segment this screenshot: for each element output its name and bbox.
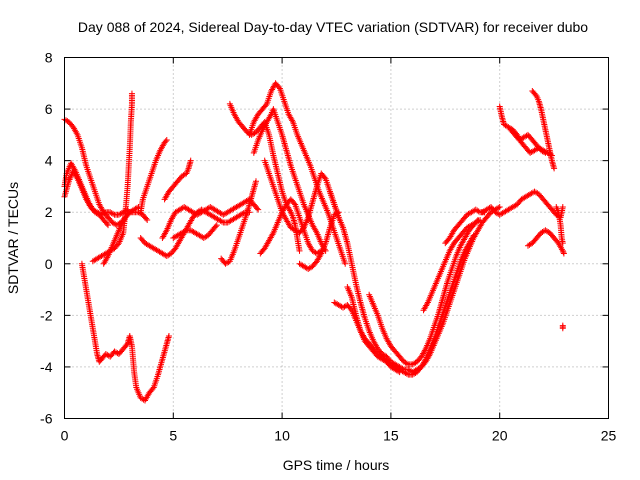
y-tick-label: 0	[45, 256, 53, 272]
x-axis-label: GPS time / hours	[283, 457, 390, 473]
data-point	[291, 200, 298, 207]
data-point	[495, 204, 502, 211]
data-point	[396, 369, 403, 376]
data-point	[559, 247, 566, 254]
series-s19	[326, 188, 503, 376]
data-point	[213, 222, 220, 229]
data-point	[128, 90, 135, 97]
data-point	[477, 216, 484, 223]
series-s30	[553, 204, 566, 247]
series-s17	[257, 196, 325, 257]
data-point	[347, 305, 354, 312]
series-s3	[61, 167, 112, 229]
data-point	[532, 91, 539, 98]
data-point	[134, 204, 141, 211]
data-point	[475, 217, 482, 224]
plot-frame	[64, 57, 609, 419]
series-s27	[529, 88, 558, 172]
data-point	[163, 137, 170, 144]
data-point	[105, 222, 112, 229]
data-point	[403, 360, 410, 367]
y-tick-label: 8	[45, 50, 53, 66]
data-point	[212, 223, 219, 230]
data-point	[496, 204, 503, 211]
data-point	[149, 385, 156, 392]
data-point	[181, 228, 188, 235]
data-point	[403, 370, 410, 377]
series-s10	[161, 157, 194, 203]
series-s29	[524, 227, 567, 257]
data-point	[144, 216, 151, 223]
series-s22	[366, 216, 481, 368]
y-tick-label: 4	[45, 153, 53, 169]
series-s13	[226, 100, 303, 254]
data-point	[262, 102, 269, 109]
x-tick-label: 10	[274, 428, 290, 444]
y-tick-label: 6	[45, 101, 53, 117]
data-point	[254, 205, 261, 212]
y-tick-label: -4	[40, 359, 53, 375]
data-point	[542, 149, 549, 156]
data-point	[475, 208, 482, 215]
data-point	[275, 84, 282, 91]
series-s24	[442, 206, 488, 247]
series-s12	[218, 178, 259, 267]
x-tick-label: 5	[169, 428, 177, 444]
x-tick-label: 0	[61, 428, 69, 444]
y-axis-label: SDTVAR / TECUs	[5, 182, 21, 294]
data-point	[470, 232, 477, 239]
data-point	[321, 174, 328, 181]
data-point	[218, 218, 225, 225]
data-point	[551, 165, 558, 172]
data-point	[560, 250, 567, 257]
series-s28	[507, 126, 549, 156]
series-s5	[89, 90, 135, 265]
series-s15	[250, 106, 329, 254]
data-point	[296, 247, 303, 254]
series-s6	[100, 204, 142, 267]
data-point	[559, 204, 566, 211]
x-tick-label: 15	[383, 428, 399, 444]
data-point	[560, 249, 567, 256]
series-s21	[344, 283, 403, 376]
y-tick-label: 2	[45, 204, 53, 220]
series-s23	[420, 216, 484, 314]
data-point	[395, 368, 402, 375]
series-s25	[479, 188, 566, 221]
series-s31	[559, 322, 566, 332]
data-point	[110, 210, 117, 217]
series-s7	[137, 137, 170, 216]
y-tick-label: -6	[40, 411, 53, 427]
data-points	[61, 80, 567, 404]
series-s2	[61, 160, 131, 218]
chart-title: Day 088 of 2024, Sidereal Day-to-day VTE…	[78, 19, 588, 35]
data-point	[165, 332, 172, 339]
series-s4	[78, 260, 172, 404]
data-point	[559, 240, 566, 247]
data-point	[103, 220, 110, 227]
data-point	[540, 149, 547, 156]
series-s11	[170, 222, 220, 241]
axis-ticks: 0 5 10 15 20 25 -6 -4 -2 0 2 4 6 8	[40, 50, 616, 444]
x-tick-label: 20	[492, 428, 508, 444]
data-point	[559, 325, 566, 332]
data-point	[252, 178, 259, 185]
data-point	[143, 215, 150, 222]
x-tick-label: 25	[601, 428, 617, 444]
data-point	[162, 138, 169, 145]
y-tick-label: -2	[40, 307, 53, 323]
data-point	[342, 260, 349, 267]
series-s18	[296, 209, 342, 272]
data-point	[187, 157, 194, 164]
data-point	[101, 210, 108, 217]
data-point	[255, 206, 262, 213]
